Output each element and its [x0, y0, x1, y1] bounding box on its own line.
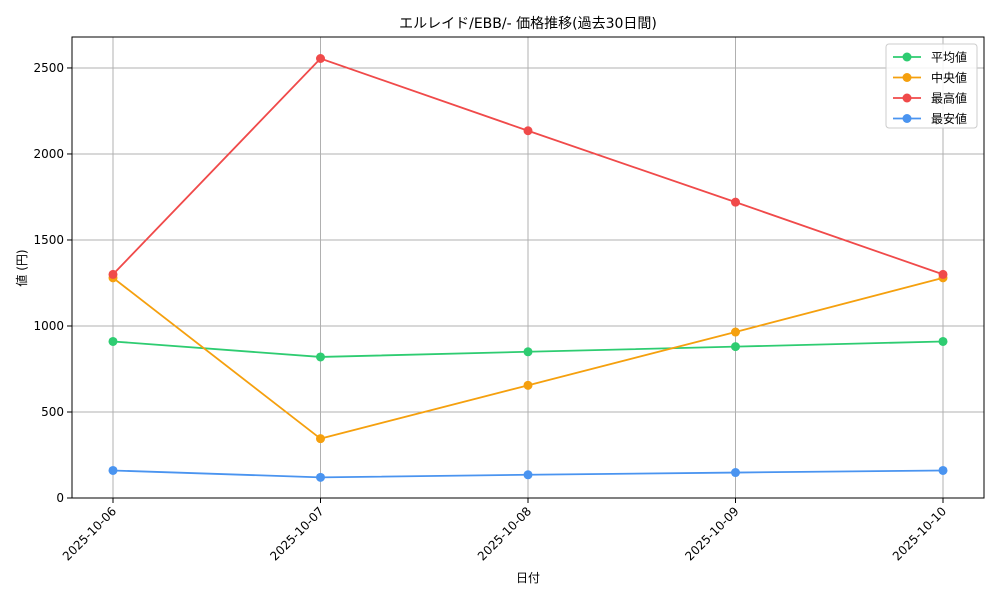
- data-point: [731, 468, 740, 478]
- grid: [72, 37, 984, 499]
- x-axis-label: 日付: [516, 571, 540, 585]
- legend-box: [885, 43, 978, 129]
- y-tick-label: 500: [41, 405, 64, 419]
- x-tick-label: 2025-10-08: [475, 504, 534, 563]
- y-axis-label: 値 (円): [14, 249, 29, 286]
- x-tick-label: 2025-10-06: [60, 504, 119, 563]
- y-tick-label: 0: [56, 491, 64, 505]
- data-point: [731, 197, 740, 207]
- legend-swatch-marker: [902, 52, 912, 62]
- data-point: [938, 269, 948, 279]
- data-point: [731, 342, 740, 352]
- legend-swatch-marker: [902, 93, 912, 103]
- legend-swatch-marker: [902, 114, 912, 123]
- legend-swatch-marker: [902, 73, 912, 82]
- data-point: [108, 465, 118, 475]
- y-tick-label: 1500: [33, 233, 64, 247]
- data-point: [523, 380, 533, 390]
- legend-label: 平均値: [931, 50, 967, 65]
- data-point: [731, 327, 740, 337]
- y-tick-label: 2500: [33, 61, 64, 75]
- data-point: [316, 472, 325, 482]
- series-3: [108, 465, 948, 482]
- legend-label: 中央値: [931, 70, 967, 85]
- data-point: [316, 54, 325, 64]
- data-point: [523, 347, 533, 357]
- x-tick-label: 2025-10-10: [890, 504, 949, 563]
- x-tick-label: 2025-10-09: [682, 504, 741, 563]
- data-point: [108, 269, 118, 279]
- series-0: [108, 336, 948, 362]
- y-tick-label: 1000: [33, 319, 64, 333]
- data-point: [938, 465, 948, 475]
- legend-label: 最安値: [931, 111, 967, 126]
- legend-label: 最高値: [931, 91, 967, 106]
- data-point: [316, 352, 325, 362]
- y-axis: 0 500 1000 1500 2000 2500: [33, 61, 72, 505]
- y-tick-label: 2000: [33, 147, 64, 161]
- series-layer: [108, 54, 948, 482]
- x-tick-label: 2025-10-07: [267, 504, 326, 563]
- data-point: [108, 336, 118, 346]
- data-point: [316, 434, 325, 444]
- x-axis: 2025-10-06 2025-10-07 2025-10-08 2025-10-09…: [60, 498, 949, 563]
- series-2: [108, 54, 948, 279]
- chart-title: エルレイド/EBB/- 価格推移(過去30日間): [399, 16, 657, 32]
- data-point: [523, 470, 533, 480]
- data-point: [523, 126, 533, 136]
- data-point: [938, 336, 948, 346]
